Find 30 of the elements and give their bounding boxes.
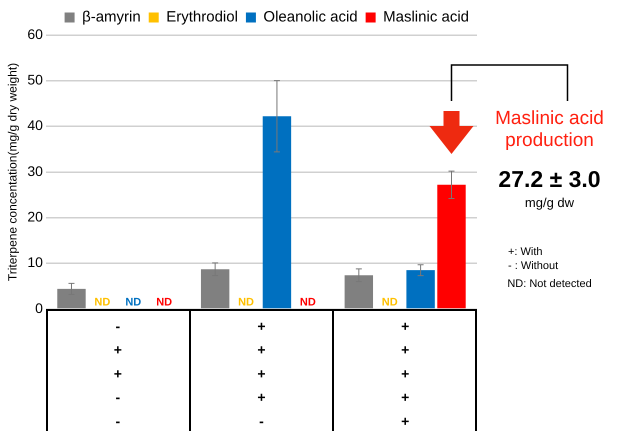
x-tick-label: + + + + + [401, 318, 410, 429]
text: mg/g dw [524, 195, 576, 210]
y-axis-title: Triterpene concentation(mg/g dry weight) [6, 62, 20, 282]
legend-label: Erythrodiol [166, 8, 238, 26]
y-tick-label: 30 [27, 162, 44, 179]
y-tick-label: 0 [35, 300, 44, 316]
text: ND [238, 296, 254, 309]
x-tick-label: - + + - - [114, 318, 122, 429]
text: ND [382, 296, 398, 309]
legend-label: Oleanolic acid [263, 8, 358, 26]
bar [406, 270, 435, 308]
text: ND [300, 296, 316, 309]
text: +: With [507, 246, 544, 258]
bar [437, 184, 466, 308]
text: ND [94, 296, 110, 309]
text: Maslinic acid production [494, 108, 605, 152]
y-tick-label: 60 [27, 26, 44, 42]
text: ND [156, 296, 172, 309]
text: - : Without [507, 260, 560, 272]
text: ND: Not detected [506, 278, 593, 290]
y-tick-label: 20 [27, 208, 44, 225]
y-tick-label: 40 [27, 117, 44, 134]
text: 27.2 ± 3.0 [497, 166, 602, 193]
legend-label: β-amyrin [82, 8, 141, 26]
bar [262, 116, 292, 308]
text: ND [125, 296, 142, 309]
y-tick-label: 50 [27, 72, 44, 88]
legend-label: Maslinic acid [383, 8, 470, 26]
y-tick-label: 10 [27, 254, 44, 270]
x-tick-label: + + + + - [257, 318, 266, 429]
